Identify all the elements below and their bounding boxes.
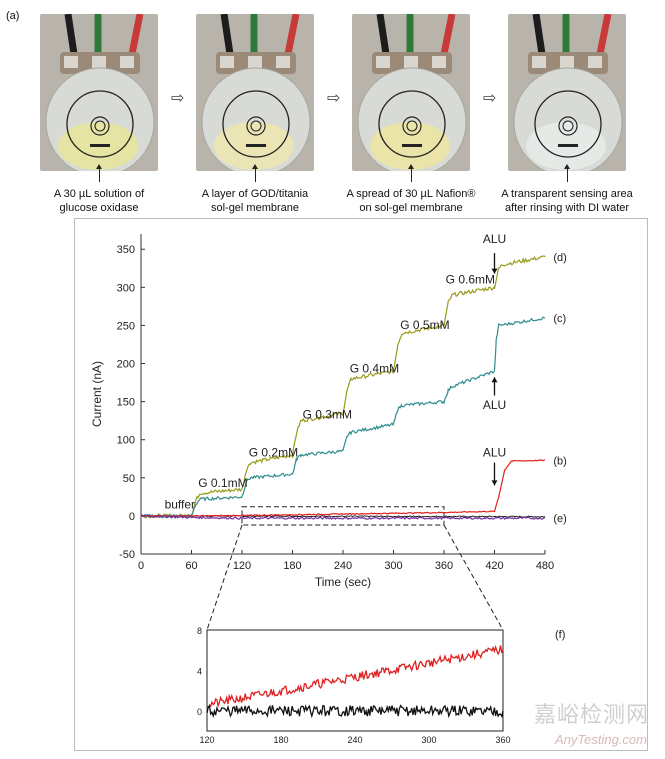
inset-series-black <box>206 703 504 719</box>
figure-box: -50 0 50 100 150 200 250 300 350 0 60 120 180 240 300 3… <box>74 218 648 751</box>
panel-a-label: (a) <box>6 10 20 22</box>
x-tick-label: 0 <box>138 560 144 572</box>
chart-annotation: G 0.2mM <box>249 445 298 459</box>
chart-annotation: G 0.6mM <box>446 273 495 287</box>
x-tick-label: 60 <box>185 560 197 572</box>
chart-annotation: G 0.4mM <box>350 362 399 376</box>
watermark-text: 嘉峪检测网 <box>533 702 649 727</box>
flow-arrow-3: ⇨ <box>483 90 497 107</box>
y-tick-label: 300 <box>117 282 135 294</box>
photo-caption-line: A layer of GOD/titania <box>201 188 309 200</box>
y-axis-label: Current (nA) <box>90 361 104 427</box>
photo-caption-2: A layer of GOD/titania sol-gel membrane <box>180 187 330 215</box>
inset-x-tick-label: 300 <box>421 735 436 745</box>
inset-y-tick-label: 0 <box>197 707 202 717</box>
y-tick-label: 200 <box>117 359 135 371</box>
caption-pointer-3 <box>408 164 414 182</box>
chart-annotation: ALU <box>483 445 506 459</box>
inset-x-tick-label: 180 <box>273 735 288 745</box>
inset-y-tick-label: 4 <box>197 666 202 676</box>
x-axis-label: Time (sec) <box>315 575 371 589</box>
x-tick-label: 420 <box>485 560 503 572</box>
photo-caption-line: on sol-gel membrane <box>359 202 463 214</box>
inset-frame <box>206 629 504 732</box>
chart-annotation: buffer <box>165 497 195 511</box>
x-tick-label: 120 <box>233 560 251 572</box>
series-line-2 <box>140 316 546 519</box>
x-tick-label: 180 <box>283 560 301 572</box>
caption-pointer-4 <box>564 164 570 182</box>
photo-caption-line: glucose oxidase <box>59 202 139 214</box>
y-tick-label: 150 <box>117 397 135 409</box>
photo-caption-4: A transparent sensing area after rinsing … <box>492 187 642 215</box>
x-tick-label: 480 <box>536 560 554 572</box>
series-label: (d) <box>553 252 566 264</box>
alu-arrowhead <box>491 480 498 486</box>
inset-y-tick-label: 8 <box>197 626 202 636</box>
device-photo-3 <box>352 14 470 171</box>
x-tick-label: 360 <box>435 560 453 572</box>
y-tick-label: 100 <box>117 435 135 447</box>
photo-caption-line: sol-gel membrane <box>210 202 300 214</box>
zoom-guide-left <box>206 524 243 631</box>
chart-annotation: ALU <box>483 232 506 246</box>
device-photo-2 <box>196 14 314 171</box>
caption-pointer-2 <box>252 164 258 182</box>
x-tick-label: 300 <box>384 560 402 572</box>
inset-x-tick-label: 120 <box>199 735 214 745</box>
series-label: (e) <box>553 513 566 525</box>
photo-caption-line: A 30 µL solution of <box>53 188 145 200</box>
y-tick-label: 350 <box>117 244 135 256</box>
inset-x-tick-label: 240 <box>347 735 362 745</box>
y-tick-label: -50 <box>119 549 135 561</box>
photo-caption-line: after rinsing with DI water <box>504 202 630 214</box>
photo-caption-line: A spread of 30 µL Nafion® <box>346 188 476 200</box>
x-tick-label: 240 <box>334 560 352 572</box>
series-label: (c) <box>553 313 566 325</box>
photo-caption-1: A 30 µL solution of glucose oxidase <box>24 187 174 215</box>
caption-pointer-1 <box>96 164 102 182</box>
device-photo-4 <box>508 14 626 171</box>
chart-annotation: ALU <box>483 398 506 412</box>
y-tick-label: 0 <box>129 511 135 523</box>
device-photo-1 <box>40 14 158 171</box>
chart-annotation: G 0.1mM <box>198 476 247 490</box>
series-line-1 <box>140 255 546 519</box>
series-line-3 <box>140 459 546 518</box>
zoom-guide-right <box>443 524 504 631</box>
photo-caption-line: A transparent sensing area <box>501 188 633 200</box>
chart-annotation: G 0.3mM <box>303 407 352 421</box>
flow-arrow-2: ⇨ <box>327 90 341 107</box>
flow-arrow-1: ⇨ <box>171 90 185 107</box>
y-tick-label: 250 <box>117 320 135 332</box>
photo-caption-3: A spread of 30 µL Nafion® on sol-gel memb… <box>336 187 486 215</box>
alu-arrowhead <box>491 268 498 274</box>
watermark-url: AnyTesting.com <box>554 732 647 747</box>
chart-annotation: G 0.5mM <box>400 318 449 332</box>
y-tick-label: 50 <box>123 473 135 485</box>
inset-series-red <box>206 644 504 710</box>
series-line-4 <box>140 514 546 521</box>
series-label: (b) <box>553 455 566 467</box>
zoom-box <box>241 506 445 526</box>
alu-arrowhead <box>491 377 498 383</box>
inset-label: (f) <box>555 629 565 641</box>
inset-x-tick-label: 360 <box>495 735 510 745</box>
